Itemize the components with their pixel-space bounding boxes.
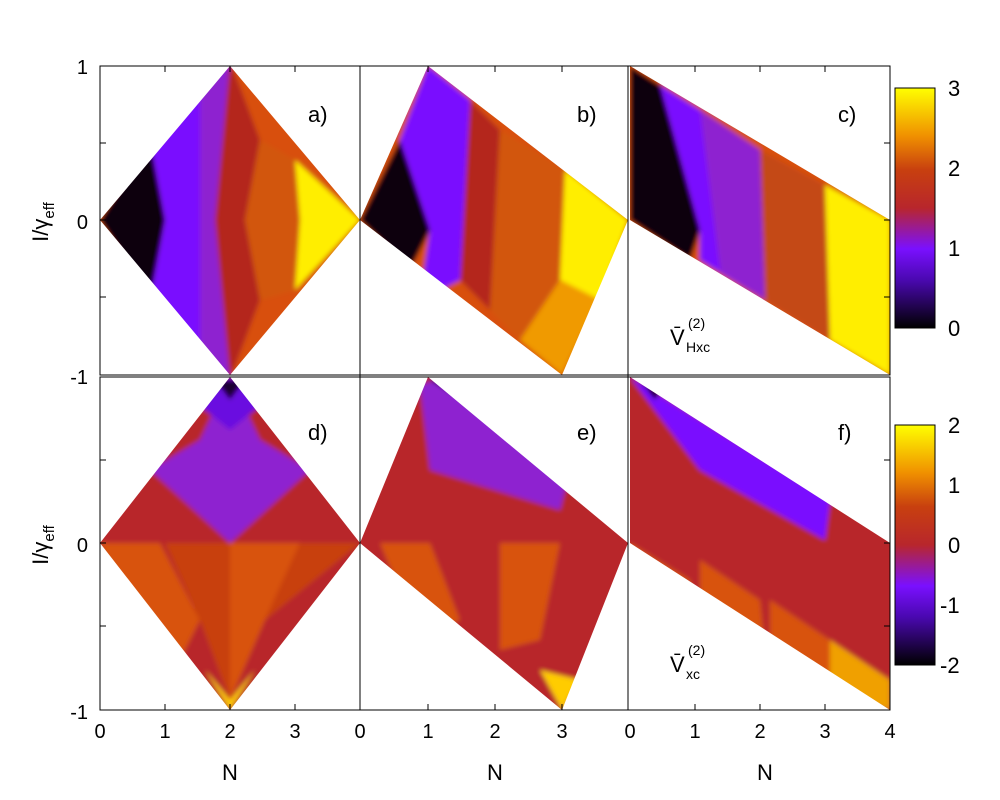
xtick-a-2: 2 — [224, 721, 235, 743]
svg-text:(2): (2) — [688, 642, 705, 658]
cbar-bot-tick-1: 1 — [948, 473, 960, 498]
xlabel-a: N — [222, 760, 238, 785]
cbar-top-tick-1: 1 — [948, 236, 960, 261]
xtick-b-3: 3 — [556, 721, 567, 743]
xlabel-b: N — [487, 760, 503, 785]
svg-text:V̄: V̄ — [670, 652, 685, 677]
svg-text:I/γeff: I/γeff — [28, 201, 58, 241]
xtick-b-2: 2 — [489, 721, 500, 743]
svg-text:Hxc: Hxc — [686, 339, 710, 355]
colorbar-top — [894, 87, 936, 329]
panel-label-a: a) — [308, 102, 328, 127]
quantity-label-xc: V̄ (2) xc — [670, 642, 705, 682]
cbar-top-tick-3: 3 — [948, 76, 960, 101]
ytick-bot-0: 0 — [77, 535, 88, 557]
svg-text:I/γeff: I/γeff — [28, 524, 58, 564]
xtick-a-1: 1 — [159, 721, 170, 743]
cbar-top-tick-2: 2 — [948, 156, 960, 181]
panel-label-c: c) — [838, 102, 856, 127]
ytick-top-m1: -1 — [70, 367, 88, 389]
ylabel-top: I/γeff — [28, 201, 58, 241]
cbar-top-tick-0: 0 — [948, 316, 960, 341]
ylabel-bottom: I/γeff — [28, 524, 58, 564]
xtick-c-0: 0 — [624, 721, 635, 743]
cbar-bot-tick-m2: -2 — [940, 653, 960, 678]
svg-text:xc: xc — [686, 666, 700, 682]
cbar-bot-tick-m1: -1 — [940, 593, 960, 618]
ytick-top-0: 0 — [77, 212, 88, 234]
panel-label-f: f) — [838, 420, 851, 445]
xtick-a-3: 3 — [289, 721, 300, 743]
cbar-bot-tick-2: 2 — [948, 413, 960, 438]
svg-text:V̄: V̄ — [670, 325, 685, 350]
xtick-a-0: 0 — [94, 721, 105, 743]
xtick-b-0: 0 — [354, 721, 365, 743]
xtick-b-1: 1 — [422, 721, 433, 743]
xtick-c-1: 1 — [689, 721, 700, 743]
colorbar-bottom — [894, 424, 936, 666]
heatmap-panel-c — [630, 66, 890, 375]
xtick-c-4: 4 — [884, 721, 895, 743]
xlabel-c: N — [757, 760, 773, 785]
ytick-bot-m1: -1 — [70, 702, 88, 724]
heatmap-panel-a — [100, 66, 360, 375]
cbar-bot-tick-0: 0 — [948, 533, 960, 558]
quantity-label-hxc: V̄ (2) Hxc — [670, 315, 710, 355]
heatmap-panel-d — [100, 377, 360, 710]
xtick-c-3: 3 — [819, 721, 830, 743]
heatmap-panel-f — [630, 377, 890, 710]
panel-label-d: d) — [308, 420, 328, 445]
panel-label-e: e) — [577, 420, 597, 445]
panel-label-b: b) — [577, 102, 597, 127]
svg-text:(2): (2) — [688, 315, 705, 331]
xtick-c-2: 2 — [754, 721, 765, 743]
ytick-top-1: 1 — [77, 57, 88, 79]
